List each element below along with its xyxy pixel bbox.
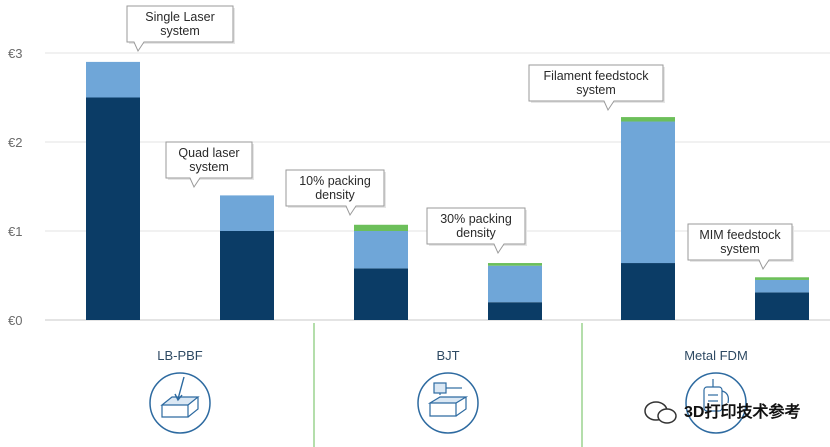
callout-text-line: system <box>189 160 229 174</box>
watermark-right: 3D打印技术参考 <box>644 401 800 424</box>
bar-segment-base <box>86 97 140 320</box>
watermark-left-text: 六数跨境 <box>36 423 92 439</box>
callout-box <box>426 207 526 255</box>
y-tick-label: €3 <box>8 46 22 61</box>
callout-text-line: Quad laser <box>178 146 239 160</box>
callout-text-line: MIM feedstock <box>699 228 781 242</box>
bar-segment-middle <box>755 279 809 293</box>
watermark-left: 六数跨境 <box>13 422 92 440</box>
callout-text-line: system <box>160 24 200 38</box>
callout-text-line: Single Laser <box>145 10 215 24</box>
group-lb-pbf: LB-PBF <box>149 348 211 434</box>
group-label: BJT <box>436 348 459 363</box>
callout-box <box>126 5 234 53</box>
y-tick-label: €2 <box>8 135 22 150</box>
callout-text-line: 30% packing <box>440 212 512 226</box>
bar-segment-middle <box>86 61 140 98</box>
filament-extrusion-icon <box>685 372 747 434</box>
callout-text-line: system <box>576 83 616 97</box>
bar-bjt-10 <box>354 224 408 320</box>
bar-segment-top <box>755 277 809 280</box>
bar-segment-middle <box>621 121 675 264</box>
bar-fdm-mim <box>755 277 809 320</box>
bar-segment-base <box>621 263 675 320</box>
callout-text-line: system <box>720 242 760 256</box>
y-tick-label: €1 <box>8 224 22 239</box>
gridlines <box>45 52 830 321</box>
bar-fdm-filament <box>621 117 675 320</box>
group-label: LB-PBF <box>157 348 203 363</box>
watermark-logo-icon <box>13 422 31 440</box>
powder-bed-laser-icon <box>149 372 211 434</box>
callout-box <box>285 169 385 217</box>
bar-segment-base <box>755 292 809 320</box>
bar-segment-middle <box>354 231 408 269</box>
callout-box <box>165 141 253 189</box>
callout-text-line: density <box>315 188 355 202</box>
bar-segment-top <box>488 263 542 266</box>
bar-segment-middle <box>220 195 274 231</box>
bars <box>86 61 809 320</box>
y-tick-label: €0 <box>8 313 22 328</box>
callout-text-line: Filament feedstock <box>544 69 650 83</box>
group-metal-fdm: Metal FDM <box>684 348 748 434</box>
callout-box <box>528 64 664 112</box>
bar-segment-top <box>621 117 675 122</box>
callout-text-line: density <box>456 226 496 240</box>
bar-segment-base <box>488 302 542 320</box>
watermark-right-text: 3D打印技术参考 <box>684 402 800 421</box>
callout-text-line: 10% packing <box>299 174 371 188</box>
y-axis-ticks: €0 €1 €2 €3 <box>8 46 22 328</box>
group-panels: LB-PBF BJT Metal FDM <box>149 323 748 447</box>
callout-box <box>687 223 793 271</box>
bar-lb-pbf-single <box>86 61 140 320</box>
bar-bjt-30 <box>488 263 542 320</box>
bar-segment-base <box>220 231 274 320</box>
bar-lb-pbf-quad <box>220 195 274 320</box>
binder-jet-icon <box>417 372 479 434</box>
bar-segment-base <box>354 268 408 320</box>
bar-segment-middle <box>488 265 542 303</box>
bar-segment-top <box>354 224 408 231</box>
wechat-icon <box>644 401 677 424</box>
group-label: Metal FDM <box>684 348 748 363</box>
group-bjt: BJT <box>417 348 479 434</box>
